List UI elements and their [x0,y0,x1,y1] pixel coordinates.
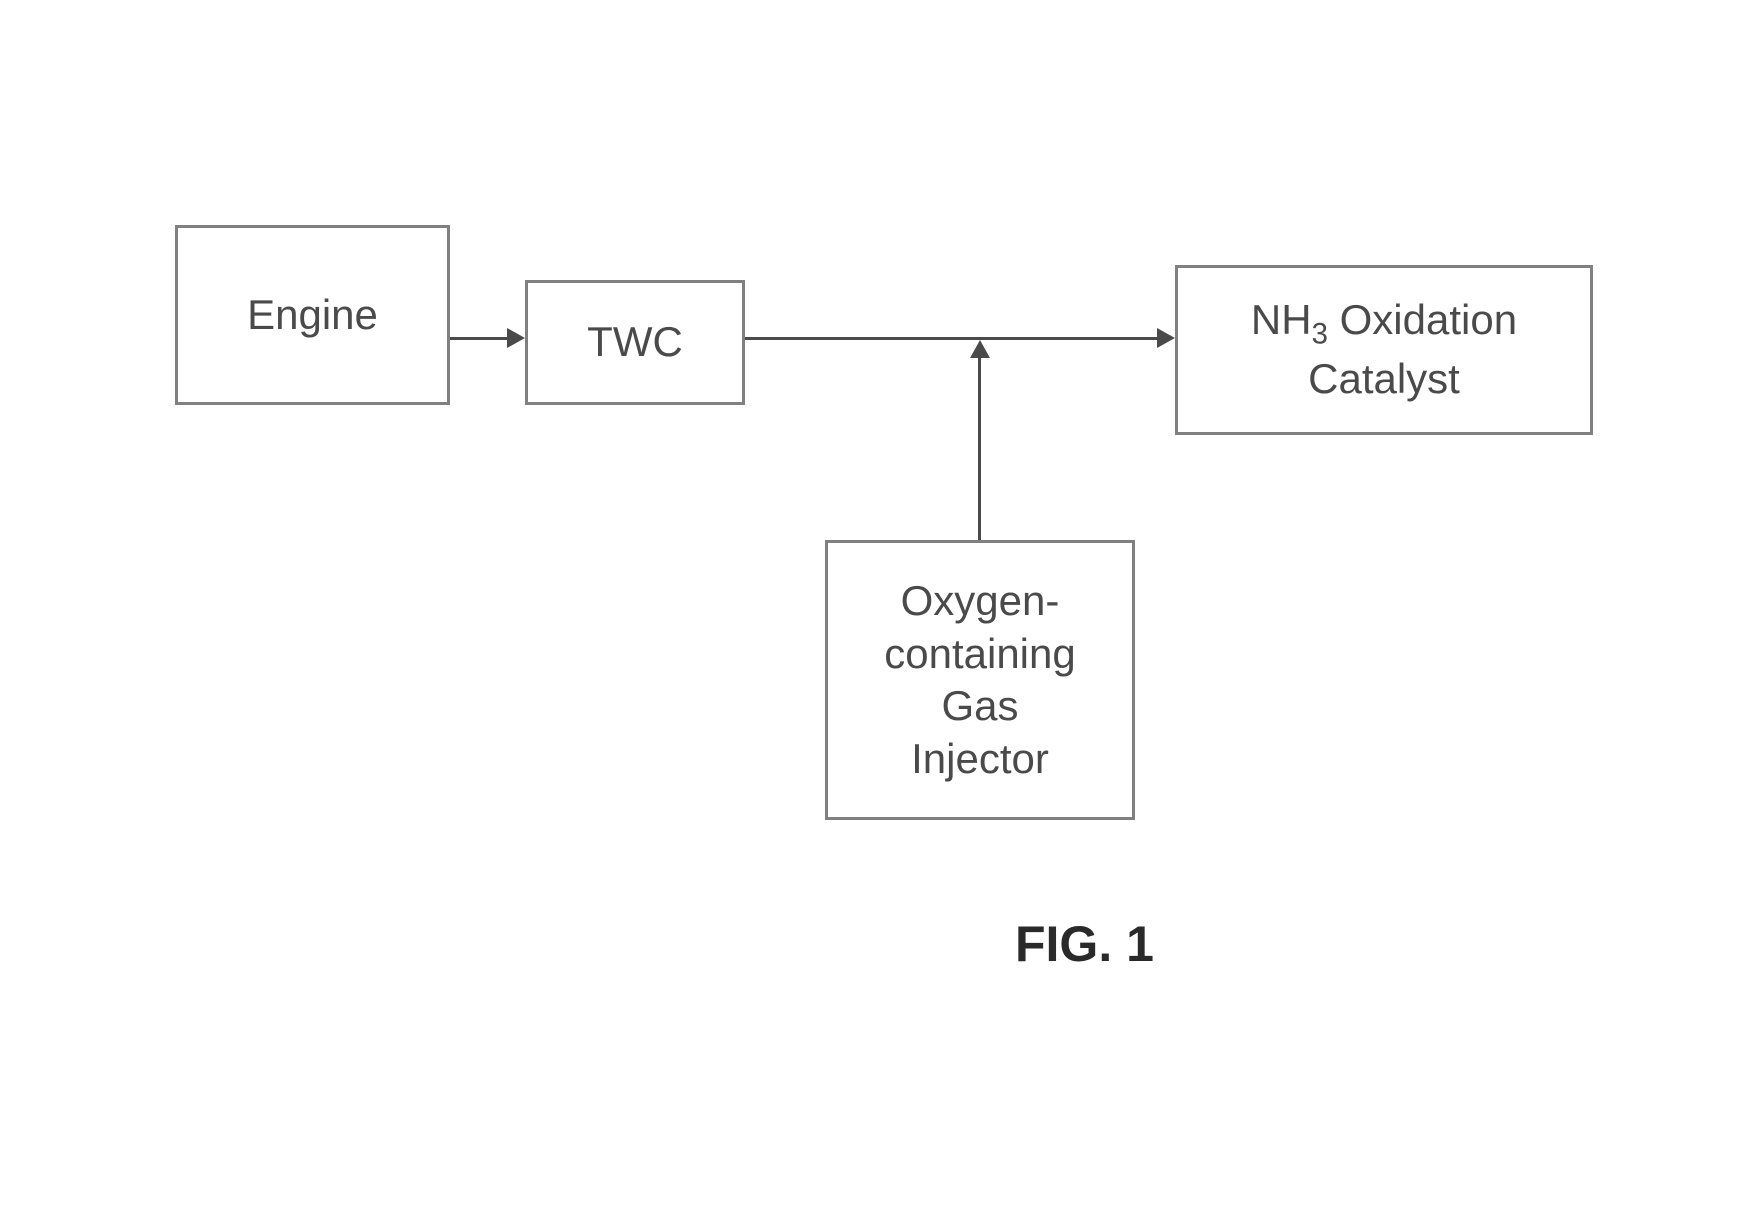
figure-caption-text: FIG. 1 [1015,916,1154,972]
edge-twc-nh3-head [1157,328,1175,348]
figure-caption: FIG. 1 [1015,915,1154,973]
edge-twc-nh3-line [745,337,1157,340]
node-twc: TWC [525,280,745,405]
edge-injector-up-line [978,358,981,540]
node-twc-label: TWC [587,316,683,369]
node-oxygen-injector: Oxygen-containingGasInjector [825,540,1135,820]
node-injector-label: Oxygen-containingGasInjector [884,575,1075,785]
node-engine: Engine [175,225,450,405]
edge-injector-up-head [970,340,990,358]
node-nh3-label: NH3 OxidationCatalyst [1251,294,1517,406]
node-engine-label: Engine [247,289,378,342]
edge-engine-twc-head [507,328,525,348]
node-nh3-oxidation-catalyst: NH3 OxidationCatalyst [1175,265,1593,435]
edge-engine-twc-line [450,337,507,340]
